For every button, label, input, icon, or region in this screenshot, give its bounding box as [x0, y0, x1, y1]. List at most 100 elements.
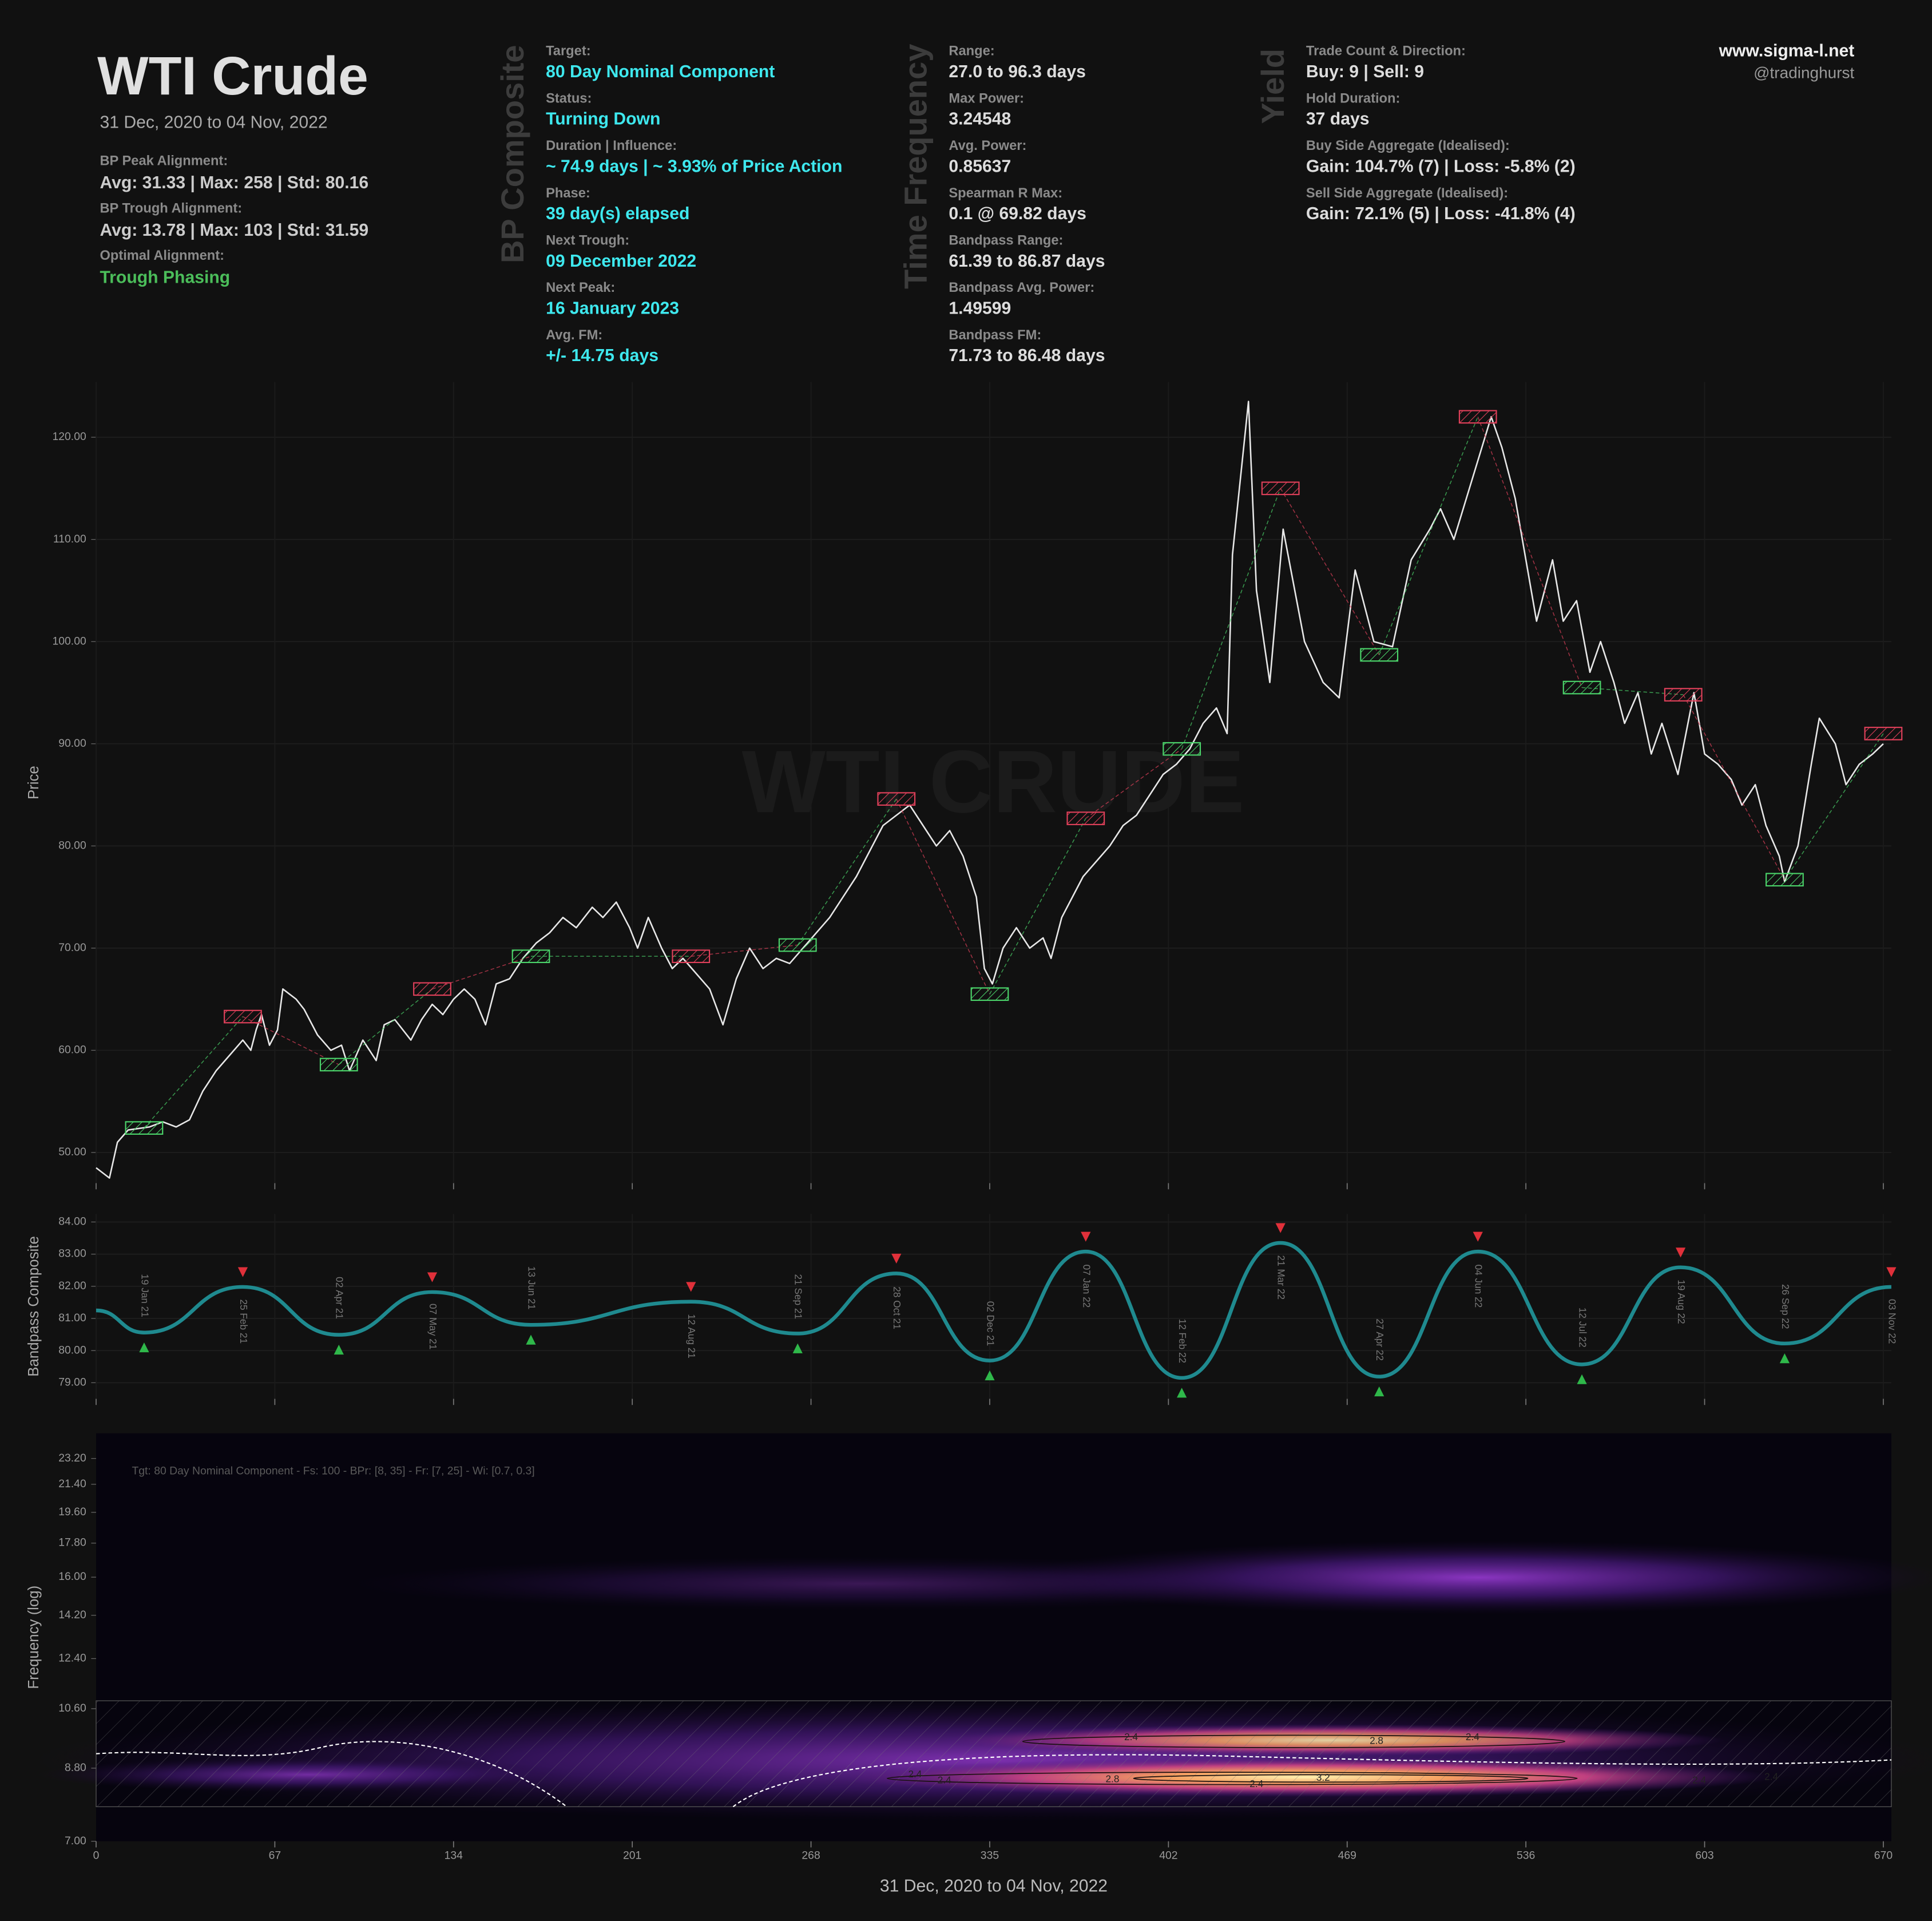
x-tick-label: 67 [269, 1849, 281, 1862]
peak-marker [1886, 1267, 1897, 1277]
trade-link [1582, 687, 1684, 695]
contour-label: 2.4 [1466, 1731, 1479, 1742]
date-label: 19 Aug 22 [1676, 1280, 1687, 1324]
y-tick-label: 23.20 [58, 1452, 86, 1464]
y-tick-label: 80.00 [58, 839, 86, 851]
info-value: 39 day(s) elapsed [546, 204, 689, 223]
peak-box [672, 949, 711, 964]
trade-link [1379, 417, 1478, 655]
date-label: 02 Apr 21 [334, 1277, 346, 1319]
date-label: 02 Dec 21 [985, 1301, 996, 1346]
date-label: 27 Apr 22 [1374, 1318, 1386, 1361]
panel-heading: Time Frequency [897, 44, 933, 289]
trough-marker [985, 1370, 995, 1381]
info-value: 37 days [1306, 110, 1370, 129]
info-value: Gain: 72.1% (5) | Loss: -41.8% (4) [1306, 204, 1576, 223]
panel-heading: BP Composite [494, 45, 530, 263]
trough-marker [139, 1342, 149, 1353]
y-axis-label: Price [26, 766, 42, 799]
info-label: Trade Count & Direction: [1306, 44, 1466, 59]
info-label: Spearman R Max: [949, 186, 1062, 201]
info-value: Gain: 104.7% (7) | Loss: -5.8% (2) [1306, 157, 1576, 176]
trough-box [1766, 873, 1804, 887]
x-tick-label: 603 [1695, 1849, 1713, 1862]
info-label: Avg. FM: [546, 328, 602, 343]
peak-box [413, 982, 451, 996]
trade-link [1181, 488, 1281, 749]
y-tick-label: 60.00 [58, 1044, 86, 1056]
y-tick-label: 90.00 [58, 737, 86, 750]
x-tick-label: 0 [93, 1849, 100, 1862]
trade-link [989, 818, 1086, 995]
peak-box [1066, 811, 1105, 825]
spectrogram-background [32, 1433, 1932, 1841]
trade-link [797, 798, 897, 945]
y-tick-label: 83.00 [58, 1247, 86, 1260]
contour-label: 2.8 [1370, 1735, 1383, 1746]
contour-label: 3.2 [1316, 1772, 1330, 1783]
info-value: 0.85637 [949, 157, 1011, 176]
trough-box [319, 1057, 358, 1072]
x-tick-label: 335 [981, 1849, 999, 1862]
trade-link [338, 988, 433, 1066]
y-tick-label: 81.00 [58, 1312, 86, 1324]
date-label: 26 Sep 22 [1780, 1284, 1791, 1329]
peak-marker [1081, 1231, 1091, 1242]
trough-marker [1177, 1388, 1187, 1398]
stat-label: BP Peak Alignment: [100, 153, 228, 168]
info-label: Duration | Influence: [546, 138, 677, 153]
trough-box [125, 1121, 164, 1135]
info-label: Avg. Power: [949, 138, 1026, 153]
trough-box [1163, 742, 1201, 756]
y-tick-label: 8.80 [65, 1761, 86, 1774]
peak-box [1458, 410, 1497, 424]
x-tick-label: 268 [802, 1849, 820, 1862]
date-label: 04 Jun 22 [1473, 1265, 1485, 1308]
handle: @tradinghurst [1754, 64, 1854, 82]
y-axis-label: Frequency (log) [26, 1586, 42, 1689]
info-value: 71.73 to 86.48 days [949, 346, 1105, 365]
stat-value: Trough Phasing [100, 268, 230, 287]
site: www.sigma-l.net [1719, 41, 1855, 60]
date-label: 03 Nov 22 [1886, 1299, 1898, 1344]
trade-link [1683, 694, 1786, 880]
x-tick-label: 201 [623, 1849, 641, 1862]
contour-label: 2.8 [1105, 1773, 1119, 1784]
title: WTI Crude [97, 46, 368, 106]
info-value: 27.0 to 96.3 days [949, 62, 1086, 81]
trade-link [144, 1016, 243, 1128]
trade-link [243, 1016, 339, 1066]
stat-value: Avg: 13.78 | Max: 103 | Std: 31.59 [100, 221, 368, 240]
y-tick-label: 14.20 [58, 1609, 86, 1621]
info-label: Buy Side Aggregate (Idealised): [1306, 138, 1510, 153]
x-tick-label: 402 [1159, 1849, 1177, 1862]
peak-box [1664, 688, 1703, 702]
trough-marker [1779, 1353, 1790, 1364]
y-tick-label: 70.00 [58, 941, 86, 954]
stat-label: Optimal Alignment: [100, 248, 224, 263]
x-tick-label: 670 [1874, 1849, 1893, 1862]
y-tick-label: 19.60 [58, 1506, 86, 1518]
y-tick-label: 120.00 [52, 430, 86, 443]
contour-label: 2.4 [1124, 1731, 1138, 1742]
info-label: Bandpass Range: [949, 233, 1063, 248]
date-label: 25 Feb 21 [238, 1299, 249, 1344]
date-label: 07 May 21 [427, 1304, 439, 1349]
contour-label: 2.4 [908, 1768, 922, 1780]
peak-box [1864, 727, 1903, 740]
trough-marker [526, 1334, 536, 1345]
y-tick-label: 16.00 [58, 1570, 86, 1583]
peak-marker [427, 1272, 438, 1282]
date-label: 21 Mar 22 [1276, 1255, 1287, 1300]
y-tick-label: 80.00 [58, 1344, 86, 1356]
peak-marker [1675, 1247, 1686, 1258]
contour-label: 2.4 [938, 1774, 951, 1785]
series-line [96, 1241, 1891, 1380]
info-label: Phase: [546, 186, 590, 201]
info-value: ~ 74.9 days | ~ 3.93% of Price Action [546, 157, 842, 176]
date-label: 13 Jun 21 [526, 1266, 537, 1310]
x-axis-label: 31 Dec, 2020 to 04 Nov, 2022 [880, 1876, 1108, 1895]
peak-marker [686, 1282, 696, 1292]
info-value: 80 Day Nominal Component [546, 62, 775, 81]
y-tick-label: 17.80 [58, 1536, 86, 1549]
